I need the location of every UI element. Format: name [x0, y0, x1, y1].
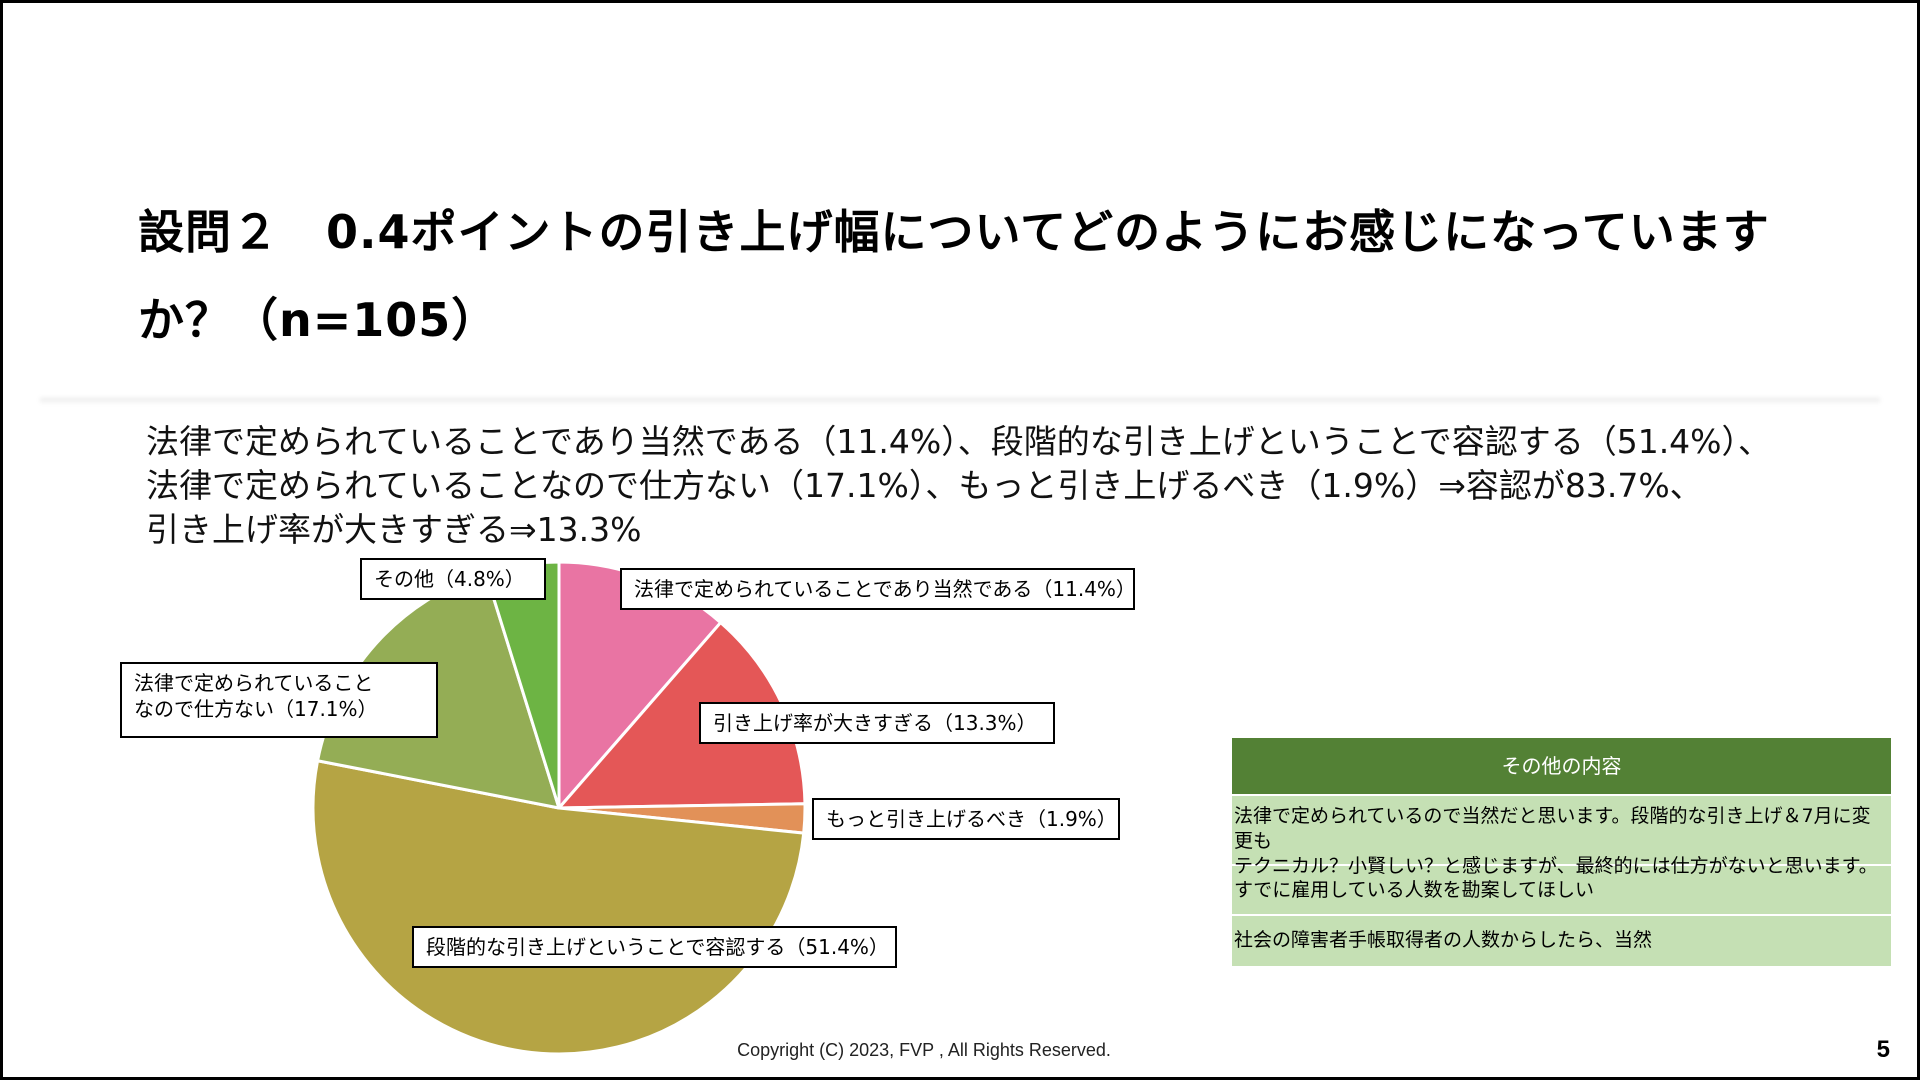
other-table-row: 社会の障害者手帳取得者の人数からしたら、当然: [1232, 914, 1891, 966]
pie-label-legal-natural: 法律で定められていることであり当然である（11.4%）: [620, 568, 1136, 610]
title-line-2: か？（n=105）: [138, 293, 499, 347]
pie-label-legal-unavoidable: 法律で定められていること なので仕方ない（17.1%）: [120, 662, 438, 738]
summary-line: 法律で定められていることであり当然である（11.4%）、段階的な引き上げというこ…: [146, 422, 1772, 461]
pie-label-too-high: 引き上げ率が大きすぎる（13.3%）: [699, 702, 1055, 744]
pie-label-other: その他（4.8%）: [360, 558, 546, 600]
pie-label-raise-more: もっと引き上げるべき（1.9%）: [812, 798, 1120, 840]
other-table-header: その他の内容: [1232, 738, 1891, 794]
title-line-1: 設問２ 0.4ポイントの引き上げ幅についてどのようにお感じになっています: [138, 205, 1770, 259]
other-content-table: その他の内容 法律で定められているので当然だと思います。段階的な引き上げ＆7月に…: [1232, 738, 1891, 966]
other-table-row: 法律で定められているので当然だと思います。段階的な引き上げ＆7月に変更も テクニ…: [1232, 794, 1891, 877]
title-divider: [40, 398, 1880, 404]
other-table-row: すでに雇用している人数を勘案してほしい: [1232, 864, 1891, 914]
page-number: 5: [1876, 1036, 1890, 1063]
copyright-footer: Copyright (C) 2023, FVP , All Rights Res…: [737, 1040, 1111, 1060]
slide-title: 設問２ 0.4ポイントの引き上げ幅についてどのようにお感じになっています か？（…: [138, 188, 1778, 364]
summary-text: 法律で定められていることであり当然である（11.4%）、段階的な引き上げというこ…: [146, 420, 1846, 552]
pie-label-gradual-accept: 段階的な引き上げということで容認する（51.4%）: [412, 926, 897, 968]
summary-line: 法律で定められていることなので仕方ない（17.1%）、もっと引き上げるべき（1.…: [146, 466, 1703, 505]
summary-line: 引き上げ率が大きすぎる⇒13.3%: [146, 510, 642, 549]
